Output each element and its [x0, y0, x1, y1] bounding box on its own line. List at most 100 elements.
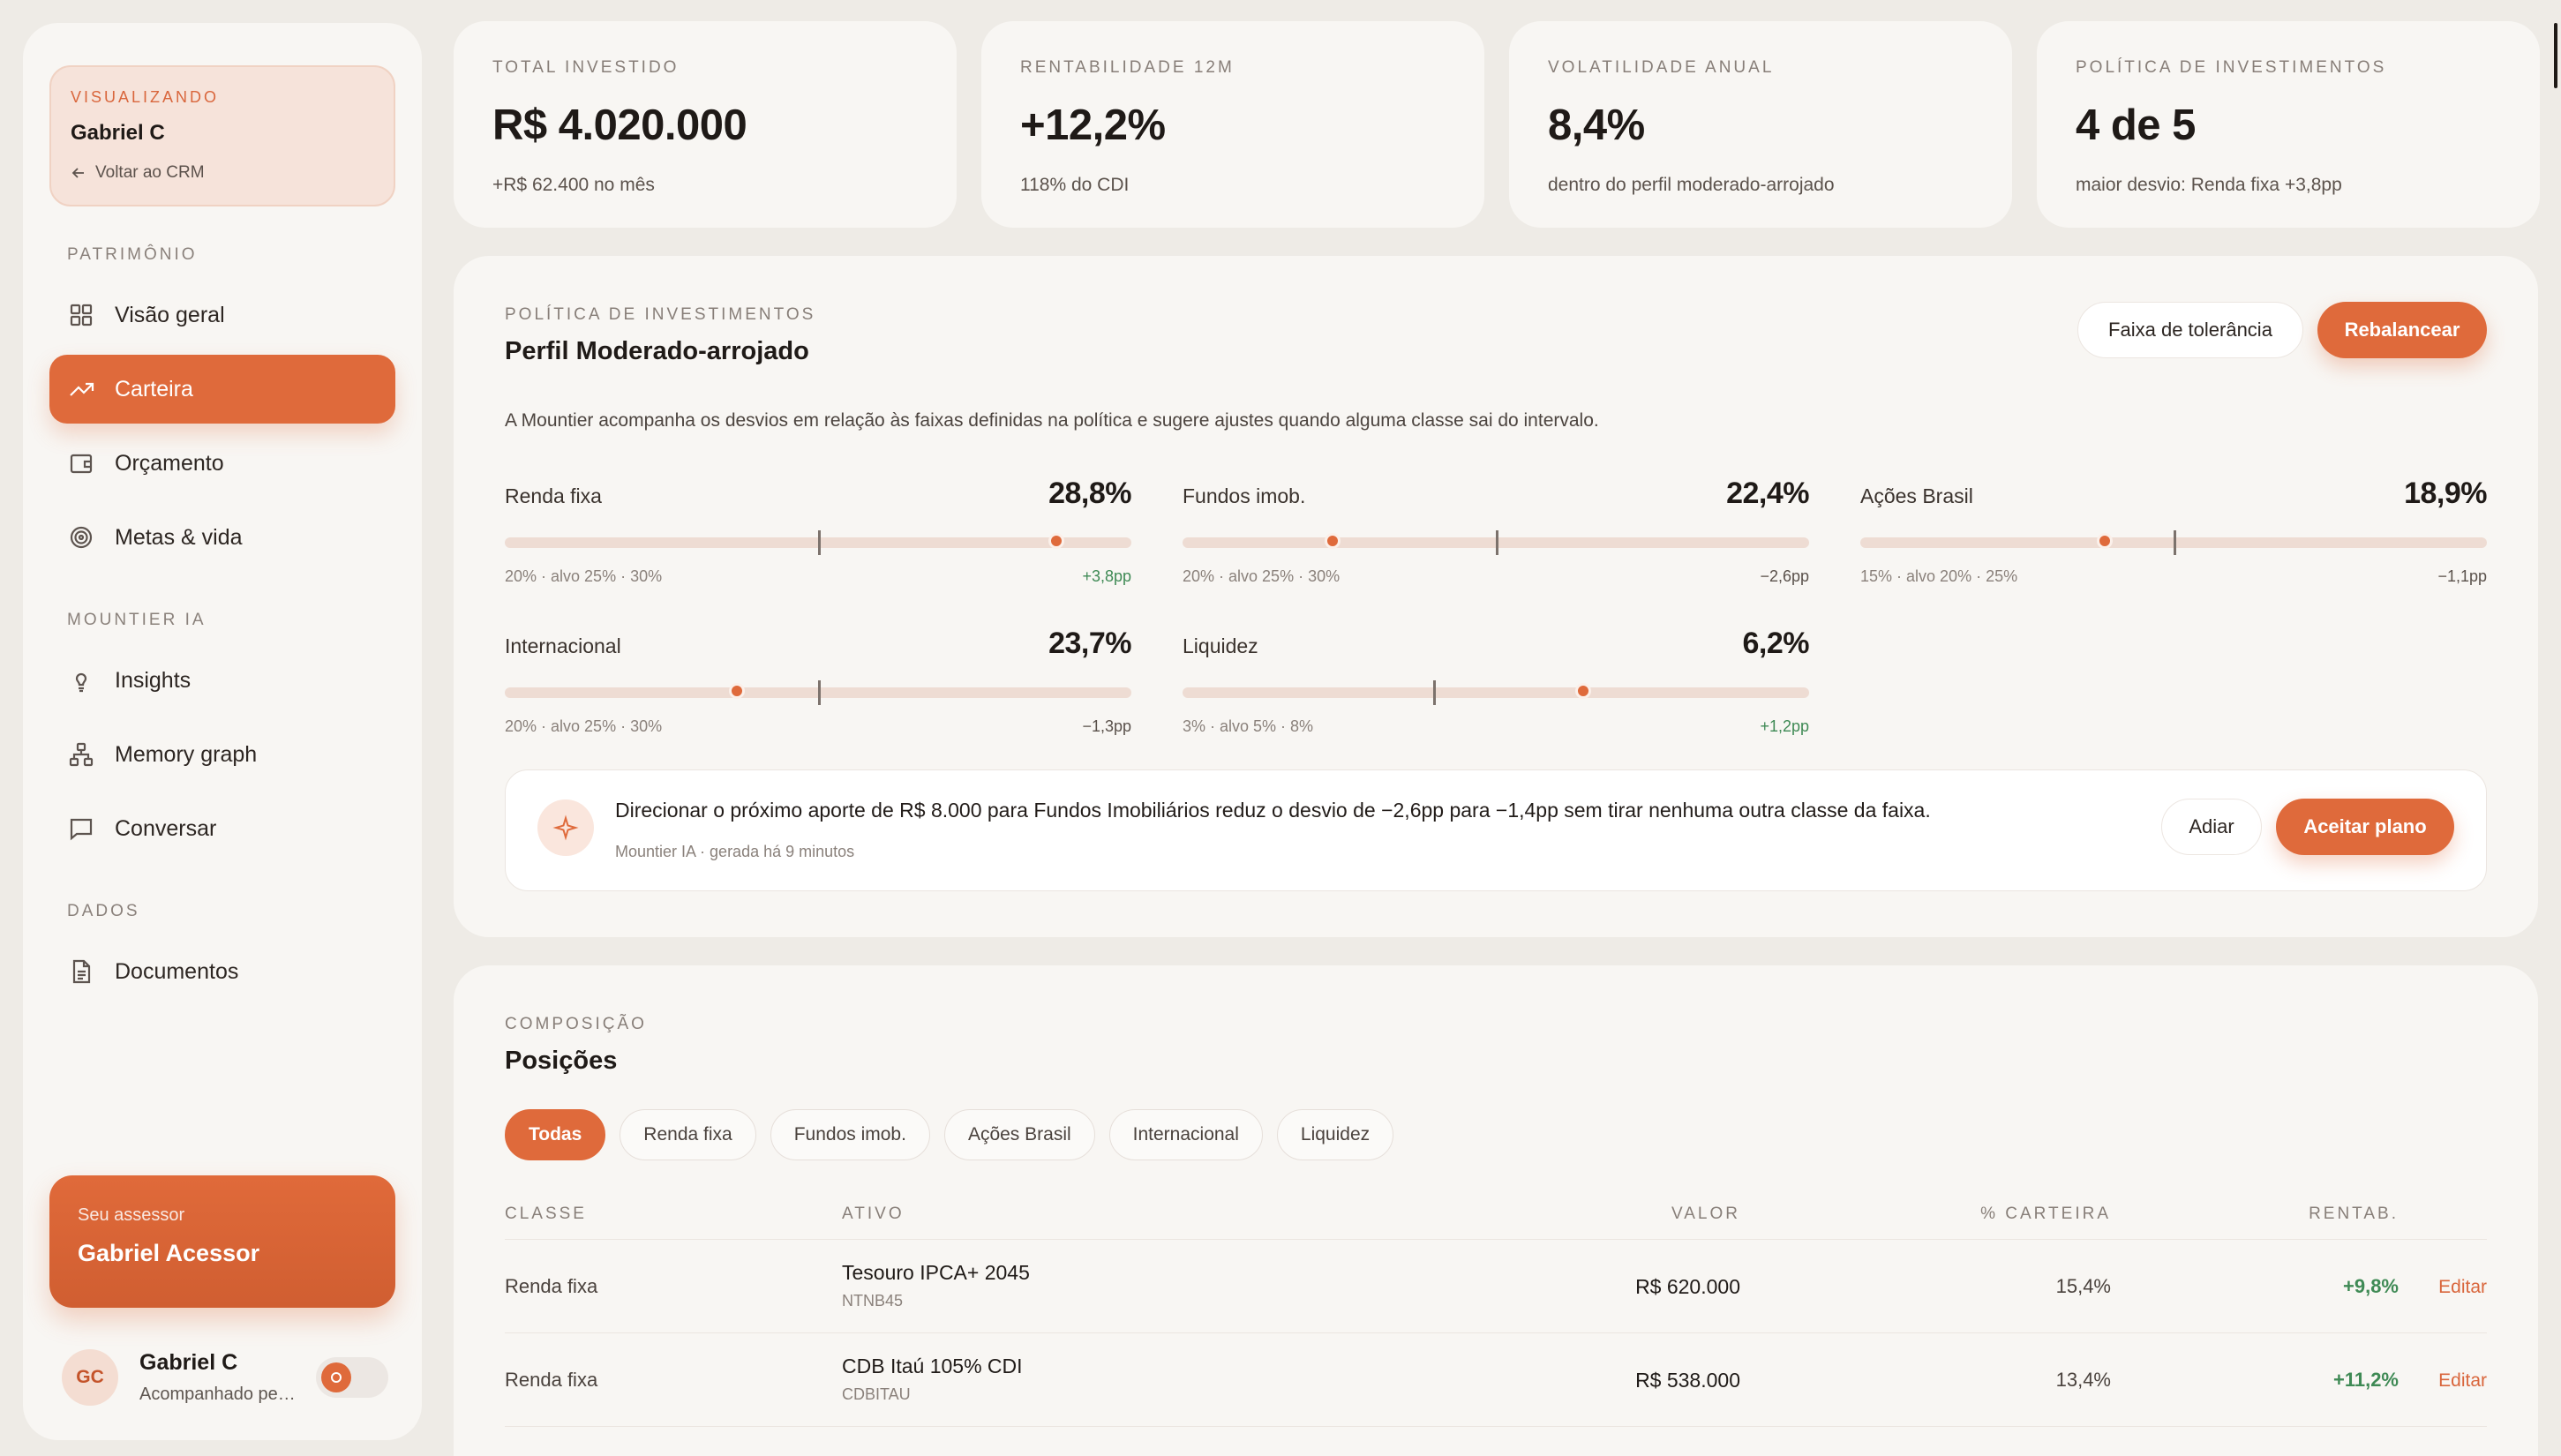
cell-classe: Renda fixa [505, 1275, 598, 1297]
sidebar-item-label: Orçamento [115, 450, 224, 476]
kpi-sub: dentro do perfil moderado-arrojado [1548, 175, 1835, 195]
cell-valor: R$ 620.000 [1635, 1275, 1740, 1298]
kpi-value: R$ 4.020.000 [492, 101, 747, 149]
sidebar-item-memory-graph[interactable]: Memory graph [49, 720, 395, 789]
positions-title: Posições [505, 1047, 618, 1075]
filter-chip-renda-fixa[interactable]: Renda fixa [620, 1109, 756, 1160]
policy-label: POLÍTICA DE INVESTIMENTOS [505, 305, 816, 324]
kpi-card-total-investido: TOTAL INVESTIDO R$ 4.020.000 +R$ 62.400 … [454, 21, 957, 228]
target-icon [70, 526, 93, 549]
asset-code: CDBITAU [842, 1385, 911, 1403]
section-label-ia: MOUNTIER IA [67, 611, 207, 629]
allocation-pct: 28,8% [1048, 477, 1131, 510]
sidebar-item-orcamento[interactable]: Orçamento [49, 429, 395, 498]
allocation-track [505, 530, 1131, 555]
column-header-rentab[interactable]: RENTAB. [2309, 1205, 2399, 1223]
cell-ativo: Tesouro IPCA+ 2045 NTNB45 [842, 1261, 1030, 1310]
postpone-button[interactable]: Adiar [2161, 799, 2262, 855]
positions-label: COMPOSIÇÃO [505, 1015, 647, 1033]
allocation-track [1860, 530, 2487, 555]
cell-rentab: +11,2% [2332, 1369, 2399, 1391]
column-header-ativo[interactable]: ATIVO [842, 1205, 905, 1223]
target-marker [2174, 530, 2176, 555]
sidebar-item-insights[interactable]: Insights [49, 646, 395, 715]
scrollbar[interactable] [2554, 23, 2557, 88]
user-status: Acompanhado pelo assessor [139, 1385, 298, 1404]
target-marker [1496, 530, 1498, 555]
allocation-deviation: −1,3pp [1082, 717, 1131, 735]
suggestion-meta: Mountier IA · gerada há 9 minutos [615, 843, 855, 860]
kpi-sub: maior desvio: Renda fixa +3,8pp [2076, 175, 2342, 195]
target-marker [818, 530, 821, 555]
filter-chip-liquidez[interactable]: Liquidez [1276, 1109, 1394, 1160]
viewing-client-name: Gabriel C [71, 121, 165, 145]
allocation-pct: 23,7% [1048, 627, 1131, 660]
sidebar: VISUALIZANDO Gabriel C Voltar ao CRM PAT… [23, 23, 422, 1440]
table-row: Renda fixa CDB Itaú 105% CDI CDBITAU R$ … [505, 1333, 2487, 1427]
kpi-label: RENTABILIDADE 12M [1020, 58, 1235, 77]
sidebar-item-label: Visão geral [115, 302, 225, 327]
allocation-deviation: +1,2pp [1760, 717, 1809, 735]
ai-suggestion-card: Direcionar o próximo aporte de R$ 8.000 … [505, 769, 2487, 891]
allocation-pct: 18,9% [2404, 477, 2487, 510]
current-marker [728, 683, 745, 699]
cell-classe: Renda fixa [505, 1369, 598, 1391]
accept-plan-button[interactable]: Aceitar plano [2276, 799, 2454, 855]
column-header-carteira[interactable]: % CARTEIRA [1980, 1205, 2111, 1223]
allocation-deviation: +3,8pp [1082, 567, 1131, 585]
column-header-classe[interactable]: CLASSE [505, 1205, 587, 1223]
advisor-name: Gabriel Acessor [78, 1240, 260, 1266]
edit-link[interactable]: Editar [2438, 1277, 2487, 1297]
rebalance-button[interactable]: Rebalancear [2317, 302, 2487, 358]
sidebar-item-conversar[interactable]: Conversar [49, 794, 395, 863]
sidebar-item-label: Metas & vida [115, 524, 243, 550]
kpi-value: 8,4% [1548, 101, 1645, 149]
trending-up-icon [70, 382, 94, 396]
kpi-label: POLÍTICA DE INVESTIMENTOS [2076, 58, 2387, 77]
table-header: CLASSE ATIVO VALOR % CARTEIRA RENTAB. [505, 1205, 2487, 1240]
sidebar-item-visao-geral[interactable]: Visão geral [49, 281, 395, 349]
sidebar-item-documentos[interactable]: Documentos [49, 937, 395, 1006]
asset-name: Tesouro IPCA+ 2045 [842, 1261, 1030, 1284]
allocation-range: 20% · alvo 25% · 30% [1183, 567, 1341, 585]
theme-toggle[interactable] [316, 1357, 388, 1398]
allocation-fundos-imob: Fundos imob. 22,4% 20% · alvo 25% · 30% −2… [1183, 477, 1809, 585]
kpi-sub: 118% do CDI [1020, 175, 1130, 195]
current-marker [1325, 533, 1341, 549]
allocation-deviation: −2,6pp [1760, 567, 1809, 585]
allocation-deviation: −1,1pp [2437, 567, 2487, 585]
tolerance-button[interactable]: Faixa de tolerância [2077, 302, 2303, 358]
kpi-value: +12,2% [1020, 101, 1166, 149]
allocation-range: 20% · alvo 25% · 30% [505, 717, 663, 735]
advisor-card[interactable]: Seu assessor Gabriel Acessor [49, 1175, 395, 1308]
sidebar-item-carteira[interactable]: Carteira [49, 355, 395, 424]
cell-valor: R$ 538.000 [1635, 1369, 1740, 1392]
table-row: Renda fixa Tesouro IPCA+ 2045 NTNB45 R$ … [505, 1240, 2487, 1333]
filter-chip-acoes-brasil[interactable]: Ações Brasil [943, 1109, 1095, 1160]
kpi-label: VOLATILIDADE ANUAL [1548, 58, 1775, 77]
column-header-valor[interactable]: VALOR [1671, 1205, 1740, 1223]
sidebar-item-label: Carteira [115, 376, 193, 402]
viewing-client-panel: VISUALIZANDO Gabriel C Voltar ao CRM [49, 65, 395, 206]
filter-chip-internacional[interactable]: Internacional [1108, 1109, 1263, 1160]
allocation-range: 15% · alvo 20% · 25% [1860, 567, 2018, 585]
allocation-pct: 22,4% [1726, 477, 1809, 510]
sidebar-item-metas[interactable]: Metas & vida [49, 503, 395, 572]
back-to-crm-link[interactable]: Voltar ao CRM [71, 163, 374, 183]
cell-carteira: 15,4% [2055, 1275, 2111, 1297]
kpi-card-politica: POLÍTICA DE INVESTIMENTOS 4 de 5 maior d… [2037, 21, 2540, 228]
edit-link[interactable]: Editar [2438, 1370, 2487, 1391]
avatar[interactable]: GC [62, 1349, 118, 1406]
filter-chip-todas[interactable]: Todas [505, 1109, 606, 1160]
asset-code: NTNB45 [842, 1292, 904, 1310]
kpi-card-volatilidade: VOLATILIDADE ANUAL 8,4% dentro do perfil… [1509, 21, 2012, 228]
user-info: Gabriel C Acompanhado pelo assessor [139, 1350, 298, 1405]
allocation-name: Ações Brasil [1860, 484, 1973, 507]
policy-title: Perfil Moderado-arrojado [505, 337, 809, 365]
suggestion-text: Direcionar o próximo aporte de R$ 8.000 … [615, 799, 1931, 822]
filter-chip-fundos-imob[interactable]: Fundos imob. [770, 1109, 930, 1160]
allocation-pct: 6,2% [1742, 627, 1810, 660]
asset-name: CDB Itaú 105% CDI [842, 1355, 1023, 1377]
allocation-range: 3% · alvo 5% · 8% [1183, 717, 1314, 735]
allocation-internacional: Internacional 23,7% 20% · alvo 25% · 30% −… [505, 627, 1131, 735]
